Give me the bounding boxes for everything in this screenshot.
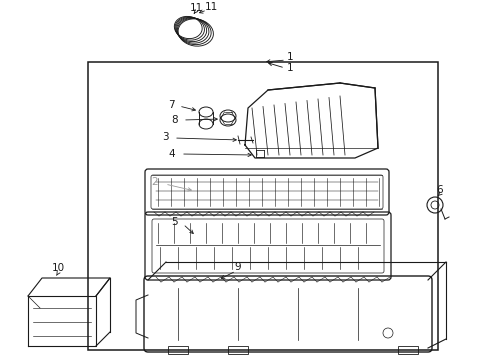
Text: 10: 10 xyxy=(51,263,64,273)
Text: 7: 7 xyxy=(167,100,174,110)
Text: 2: 2 xyxy=(151,177,158,187)
Bar xyxy=(168,346,187,354)
Text: 1: 1 xyxy=(286,63,293,73)
Text: 8: 8 xyxy=(171,115,178,125)
Text: 4: 4 xyxy=(168,149,175,159)
Text: 9: 9 xyxy=(234,262,241,272)
Text: 3: 3 xyxy=(162,132,168,142)
Text: 11: 11 xyxy=(189,3,202,13)
Bar xyxy=(88,62,437,350)
Text: 6: 6 xyxy=(436,185,443,195)
Text: 5: 5 xyxy=(171,217,178,227)
Text: 11: 11 xyxy=(204,2,217,12)
Text: 1: 1 xyxy=(286,52,293,62)
Bar xyxy=(397,346,417,354)
Bar xyxy=(227,346,247,354)
